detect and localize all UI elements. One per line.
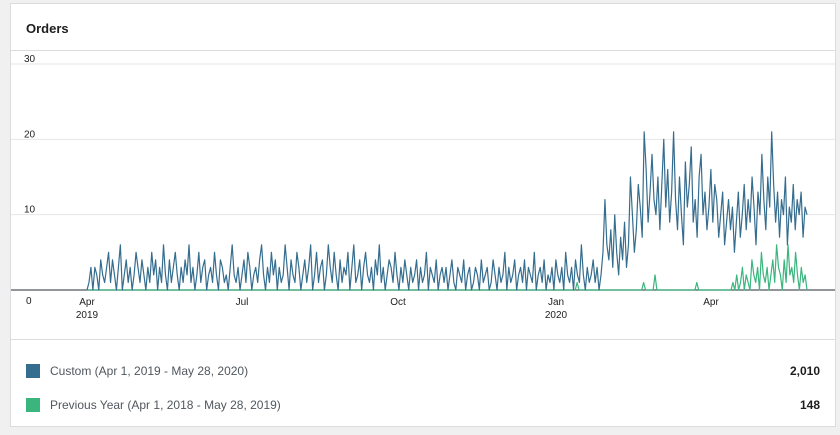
x-axis-ticks: Apr 2019 Jul Oct Jan 2020 Apr bbox=[76, 297, 720, 321]
chart-series bbox=[86, 131, 808, 291]
legend-label-previous-year: Previous Year (Apr 1, 2018 - May 28, 201… bbox=[50, 398, 281, 412]
legend-swatch-previous-year bbox=[26, 398, 40, 412]
y-tick-label: 30 bbox=[24, 54, 36, 65]
series-line-custom bbox=[86, 131, 808, 291]
chart-legend: Custom (Apr 1, 2019 - May 28, 2020) 2,01… bbox=[11, 339, 835, 428]
x-tick-label: Jul bbox=[236, 297, 249, 308]
orders-card: Orders 0 10 20 30 Apr 2019 Jul Oct Jan 2020 Apr C… bbox=[10, 3, 836, 427]
legend-label-custom: Custom (Apr 1, 2019 - May 28, 2020) bbox=[50, 364, 249, 378]
x-tick-sublabel: 2020 bbox=[545, 310, 568, 321]
y-tick-label: 0 bbox=[26, 296, 32, 307]
x-tick-label: Oct bbox=[390, 297, 406, 308]
y-tick-label: 20 bbox=[24, 129, 36, 140]
card-header: Orders bbox=[11, 4, 835, 51]
legend-total-previous-year: 148 bbox=[799, 398, 820, 412]
legend-swatch-custom bbox=[26, 364, 40, 378]
x-tick-label: Jan bbox=[548, 297, 564, 308]
legend-item-previous-year[interactable]: Previous Year (Apr 1, 2018 - May 28, 201… bbox=[26, 395, 820, 415]
x-tick-label: Apr bbox=[703, 297, 719, 308]
y-axis-ticks: 0 10 20 30 bbox=[24, 54, 36, 307]
x-tick-label: Apr bbox=[79, 297, 95, 308]
card-title: Orders bbox=[26, 21, 69, 36]
legend-item-custom[interactable]: Custom (Apr 1, 2019 - May 28, 2020) 2,01… bbox=[26, 361, 820, 381]
x-tick-sublabel: 2019 bbox=[76, 310, 99, 321]
legend-total-custom: 2,010 bbox=[789, 364, 820, 378]
y-tick-label: 10 bbox=[24, 205, 36, 216]
orders-chart: 0 10 20 30 Apr 2019 Jul Oct Jan 2020 Apr bbox=[11, 54, 835, 321]
